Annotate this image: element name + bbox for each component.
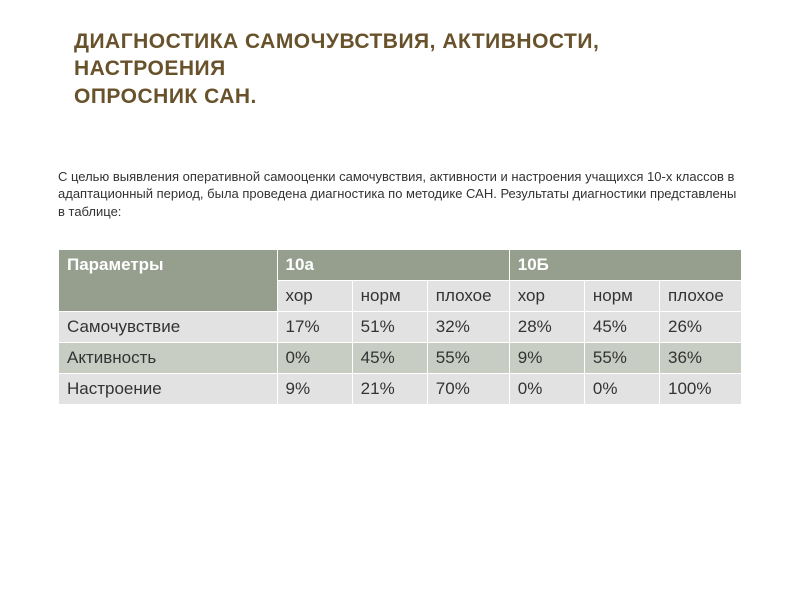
value-cell: 9%: [509, 342, 584, 373]
value-cell: 21%: [352, 373, 427, 404]
subheader-cell: норм: [584, 280, 659, 311]
value-cell: 17%: [277, 311, 352, 342]
value-cell: 0%: [584, 373, 659, 404]
subheader-cell: плохое: [427, 280, 509, 311]
value-cell: 51%: [352, 311, 427, 342]
value-cell: 0%: [277, 342, 352, 373]
col-header-group-2: 10Б: [509, 249, 741, 280]
table-row: Активность 0% 45% 55% 9% 55% 36%: [59, 342, 742, 373]
subheader-cell: норм: [352, 280, 427, 311]
title-line-1: Диагностика самочувствия, активности, на…: [74, 30, 599, 80]
value-cell: 9%: [277, 373, 352, 404]
subheader-cell: плохое: [660, 280, 742, 311]
value-cell: 36%: [660, 342, 742, 373]
intro-paragraph: С целью выявления оперативной самооценки…: [58, 168, 742, 221]
table-row: Самочувствие 17% 51% 32% 28% 45% 26%: [59, 311, 742, 342]
value-cell: 26%: [660, 311, 742, 342]
table-header-row: Параметры 10а 10Б: [59, 249, 742, 280]
value-cell: 100%: [660, 373, 742, 404]
value-cell: 45%: [584, 311, 659, 342]
col-header-params: Параметры: [59, 249, 278, 311]
results-table: Параметры 10а 10Б хор норм плохое хор но…: [58, 249, 742, 405]
value-cell: 32%: [427, 311, 509, 342]
value-cell: 28%: [509, 311, 584, 342]
value-cell: 45%: [352, 342, 427, 373]
col-header-group-1: 10а: [277, 249, 509, 280]
param-cell: Самочувствие: [59, 311, 278, 342]
subheader-cell: хор: [509, 280, 584, 311]
value-cell: 55%: [427, 342, 509, 373]
table-row: Настроение 9% 21% 70% 0% 0% 100%: [59, 373, 742, 404]
page-title: Диагностика самочувствия, активности, на…: [74, 28, 742, 110]
param-cell: Настроение: [59, 373, 278, 404]
value-cell: 70%: [427, 373, 509, 404]
param-cell: Активность: [59, 342, 278, 373]
value-cell: 0%: [509, 373, 584, 404]
subheader-cell: хор: [277, 280, 352, 311]
value-cell: 55%: [584, 342, 659, 373]
title-line-2: Опросник САН.: [74, 85, 257, 108]
